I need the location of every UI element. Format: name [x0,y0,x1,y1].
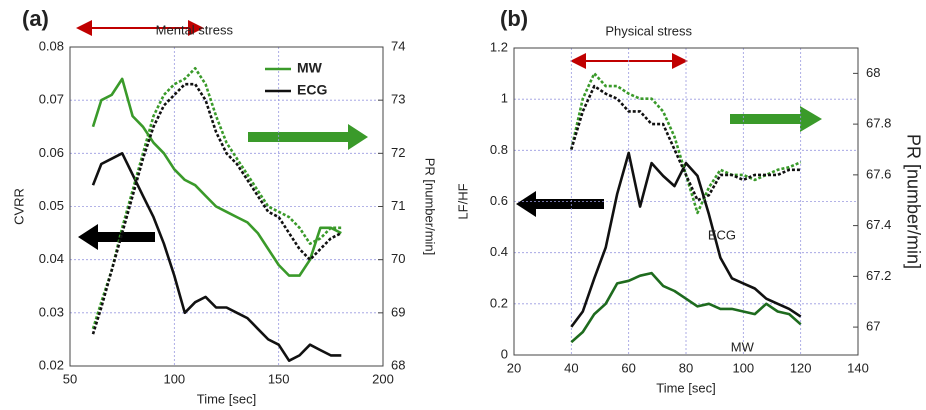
y-axis-label: CVRR [11,188,26,225]
y2-tick-label: 67.2 [866,268,891,283]
y2-tick-label: 67 [866,319,880,334]
x-tick-label: 120 [790,360,812,375]
y-tick-label: 0 [501,346,508,361]
y-tick-label: 0.6 [490,193,508,208]
x-tick-label: 150 [268,371,290,386]
plot-frame [69,46,384,367]
y-tick-label: 0.4 [490,244,508,259]
left-axis-arrow [78,224,155,250]
legend-label: ECG [297,82,327,98]
y2-tick-label: 73 [391,92,405,107]
y2-tick-label: 67.6 [866,166,891,181]
y-tick-label: 1 [501,91,508,106]
x-tick-label: 20 [507,360,521,375]
y-tick-label: 0.05 [39,198,64,213]
y2-tick-label: 69 [391,304,405,319]
x-tick-label: 60 [621,360,635,375]
data-line [91,152,342,362]
y-tick-label: 0.8 [490,142,508,157]
data-line [570,271,802,344]
x-tick-label: 50 [63,371,77,386]
y-tick-label: 0.2 [490,295,508,310]
right-axis-arrow [248,124,368,150]
y2-tick-label: 70 [391,251,405,266]
y2-tick-label: 71 [391,198,405,213]
x-tick-label: 100 [163,371,185,386]
x-tick-label: 40 [564,360,578,375]
y2-tick-label: 68 [391,357,405,372]
panel-label: (b) [500,6,528,31]
panel-label: (a) [22,6,49,31]
data-line [91,82,342,335]
y2-tick-label: 74 [391,38,405,53]
right-axis-arrow [730,106,822,132]
chart-title: Mental stress [156,22,234,37]
y2-axis-label: PR [number/min] [903,134,923,269]
chart-title: Physical stress [605,23,692,38]
data-line [91,77,342,277]
y-tick-label: 1.2 [490,39,508,54]
x-tick-label: 100 [732,360,754,375]
x-tick-label: 200 [372,371,394,386]
y-axis-label: LF/HF [455,183,470,219]
y2-tick-label: 67.4 [866,217,891,232]
series-label: ECG [708,228,736,243]
y-tick-label: 0.02 [39,357,64,372]
y-tick-label: 0.06 [39,145,64,160]
data-line [570,84,801,202]
legend-label: MW [297,60,323,76]
x-axis-label: Time [sec] [197,391,256,406]
y2-tick-label: 67.8 [866,116,891,131]
y2-tick-label: 68 [866,65,880,80]
y-tick-label: 0.04 [39,251,64,266]
plot-frame [513,47,859,356]
data-line [570,151,802,328]
y2-axis-label: PR [number/min] [423,158,438,256]
series-label: MW [731,340,755,355]
x-axis-label: Time [sec] [656,380,715,395]
y-tick-label: 0.07 [39,92,64,107]
data-line [91,67,342,330]
y2-tick-label: 72 [391,145,405,160]
left-axis-arrow [516,191,604,217]
y-tick-label: 0.03 [39,304,64,319]
x-tick-label: 80 [679,360,693,375]
x-tick-label: 140 [847,360,869,375]
y-tick-label: 0.08 [39,38,64,53]
